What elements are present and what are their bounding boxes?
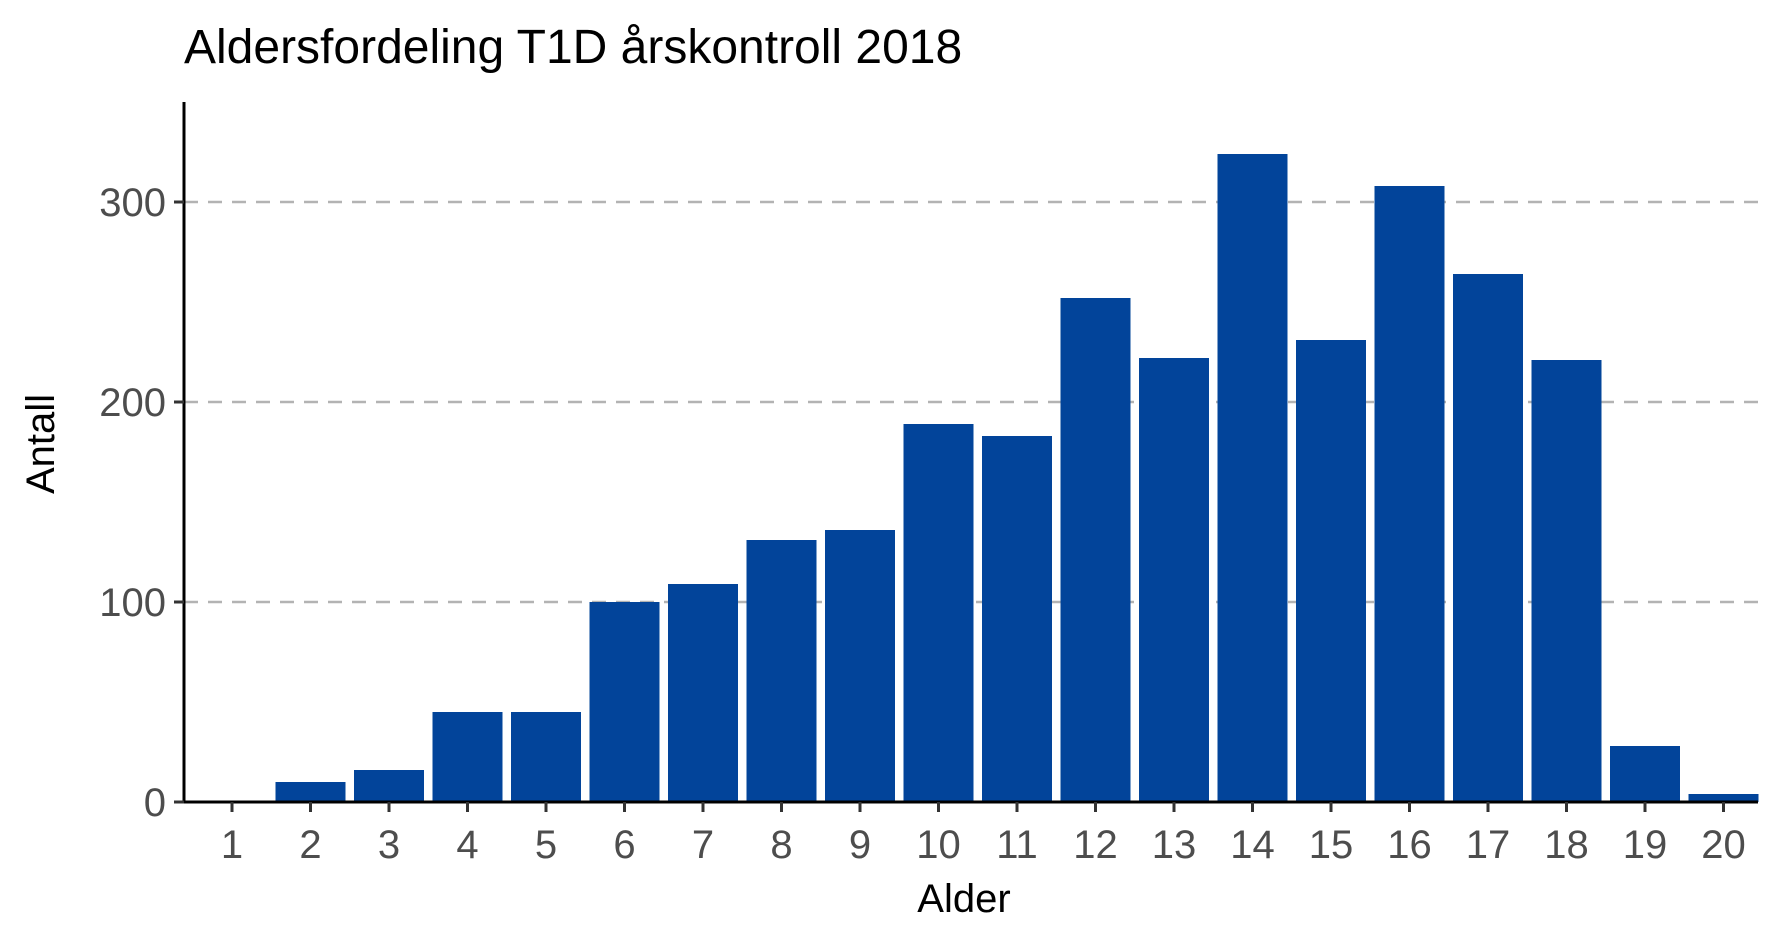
x-ticks: 1 2 3 4 5 6 7 8 9 10 11 12 13 14 15 16 17 18 19 20 (221, 802, 1746, 867)
x-tick-label-12: 12 (1073, 823, 1118, 867)
bar-17 (1453, 274, 1523, 802)
x-tick-label-1: 1 (221, 823, 243, 867)
y-ticks: 0 100 200 300 (99, 181, 184, 825)
bar-11 (982, 436, 1052, 802)
x-tick-label-13: 13 (1152, 823, 1197, 867)
bars-layer (275, 154, 1759, 802)
chart-title: Aldersfordeling T1D årskontroll 2018 (184, 21, 962, 74)
x-tick-label-14: 14 (1230, 823, 1275, 867)
bar-16 (1374, 186, 1445, 802)
bar-18 (1531, 360, 1602, 802)
y-axis-title: Antall (19, 394, 63, 494)
y-tick-label-200: 200 (99, 381, 166, 425)
bar-19 (1610, 746, 1680, 802)
x-tick-label-20: 20 (1701, 823, 1746, 867)
bar-5 (511, 712, 581, 802)
x-tick-label-18: 18 (1544, 823, 1589, 867)
x-tick-label-17: 17 (1466, 823, 1511, 867)
x-tick-label-15: 15 (1309, 823, 1354, 867)
bar-15 (1296, 340, 1366, 802)
bar-20 (1688, 794, 1759, 802)
bar-4 (432, 712, 503, 802)
y-tick-label-100: 100 (99, 581, 166, 625)
y-tick-label-0: 0 (144, 781, 166, 825)
bar-6 (589, 602, 660, 802)
x-tick-label-9: 9 (849, 823, 871, 867)
x-tick-label-3: 3 (378, 823, 400, 867)
bar-7 (668, 584, 738, 802)
x-tick-label-5: 5 (535, 823, 557, 867)
bar-8 (746, 540, 817, 802)
bar-12 (1060, 298, 1131, 802)
x-tick-label-4: 4 (456, 823, 478, 867)
x-tick-label-19: 19 (1623, 823, 1668, 867)
bar-13 (1139, 358, 1209, 802)
bar-9 (825, 530, 895, 802)
axes-layer (182, 102, 1758, 804)
x-tick-label-2: 2 (299, 823, 321, 867)
x-tick-label-6: 6 (613, 823, 635, 867)
bar-2 (275, 782, 346, 802)
x-tick-label-7: 7 (692, 823, 714, 867)
x-tick-label-8: 8 (770, 823, 792, 867)
bar-14 (1217, 154, 1288, 802)
x-tick-label-10: 10 (916, 823, 961, 867)
bar-3 (354, 770, 424, 802)
x-tick-label-16: 16 (1387, 823, 1432, 867)
x-axis-title: Alder (917, 877, 1010, 921)
y-tick-label-300: 300 (99, 181, 166, 225)
bar-10 (903, 424, 974, 802)
x-tick-label-11: 11 (996, 823, 1038, 867)
